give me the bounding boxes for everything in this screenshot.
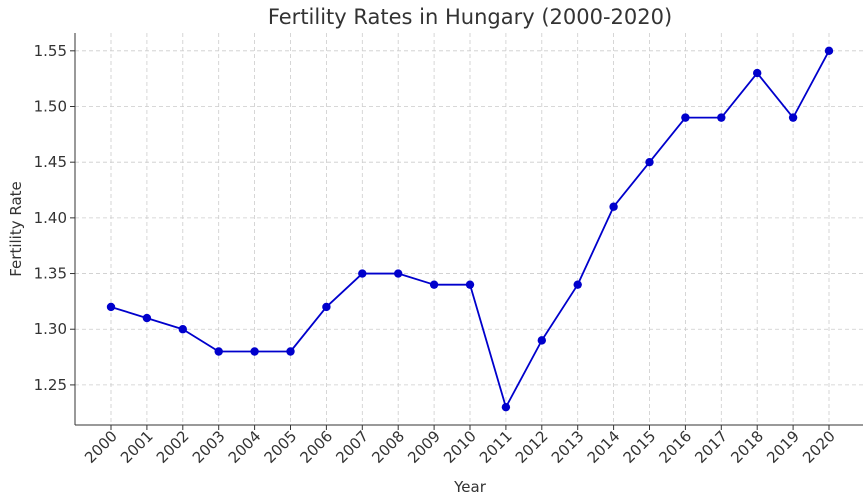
x-tick-label: 2016 xyxy=(655,427,695,467)
x-tick-label: 2000 xyxy=(81,427,121,467)
y-tick-label: 1.35 xyxy=(34,265,67,283)
x-tick-label: 2001 xyxy=(117,427,157,467)
data-point xyxy=(322,302,331,312)
data-point xyxy=(214,347,223,356)
data-point xyxy=(609,202,618,211)
data-point xyxy=(394,269,403,278)
x-tick-label: 2009 xyxy=(404,427,444,467)
data-point xyxy=(465,280,475,289)
data-point xyxy=(429,280,439,289)
x-tick-label: 2002 xyxy=(153,427,193,467)
data-point xyxy=(824,46,834,56)
x-tick-label: 2019 xyxy=(763,427,803,467)
y-axis-label: Fertility Rate xyxy=(7,181,25,277)
data-point xyxy=(537,336,546,345)
x-tick-label: 2015 xyxy=(620,427,660,467)
x-tick-label: 2011 xyxy=(476,427,516,467)
data-point xyxy=(250,347,259,356)
grid xyxy=(75,33,863,425)
y-tick-label: 1.55 xyxy=(34,42,67,60)
data-point xyxy=(645,157,654,167)
x-tick-label: 2006 xyxy=(296,427,336,467)
y-tick-label: 1.25 xyxy=(34,376,67,394)
x-tick-label: 2003 xyxy=(189,427,229,467)
x-tick-label: 2005 xyxy=(261,427,301,467)
data-point xyxy=(106,302,116,312)
x-axis-label: Year xyxy=(453,478,487,496)
y-tick-label: 1.45 xyxy=(34,153,67,171)
x-tick-label: 2007 xyxy=(332,427,372,467)
axes: 2000200120022003200420052006200720082009… xyxy=(34,33,863,467)
x-tick-label: 2008 xyxy=(368,427,408,467)
x-tick-label: 2014 xyxy=(584,427,624,467)
x-tick-label: 2013 xyxy=(548,427,588,467)
x-tick-label: 2010 xyxy=(440,427,480,467)
data-point xyxy=(501,402,511,412)
data-point xyxy=(142,313,152,323)
data-point xyxy=(788,113,798,122)
data-point xyxy=(681,113,690,122)
x-tick-label: 2004 xyxy=(225,427,265,467)
data-point xyxy=(358,269,367,278)
x-tick-label: 2012 xyxy=(512,427,552,467)
data-point xyxy=(286,347,295,356)
x-tick-label: 2017 xyxy=(691,427,731,467)
series-layer xyxy=(106,46,834,412)
x-tick-label: 2018 xyxy=(727,427,767,467)
data-point xyxy=(717,113,726,122)
data-point xyxy=(178,325,187,334)
y-tick-label: 1.40 xyxy=(34,209,67,227)
y-tick-label: 1.30 xyxy=(34,320,67,338)
chart-title: Fertility Rates in Hungary (2000-2020) xyxy=(268,5,672,29)
y-tick-label: 1.50 xyxy=(34,98,67,116)
data-point xyxy=(573,280,582,289)
data-point xyxy=(753,68,762,78)
x-tick-label: 2020 xyxy=(799,427,839,467)
